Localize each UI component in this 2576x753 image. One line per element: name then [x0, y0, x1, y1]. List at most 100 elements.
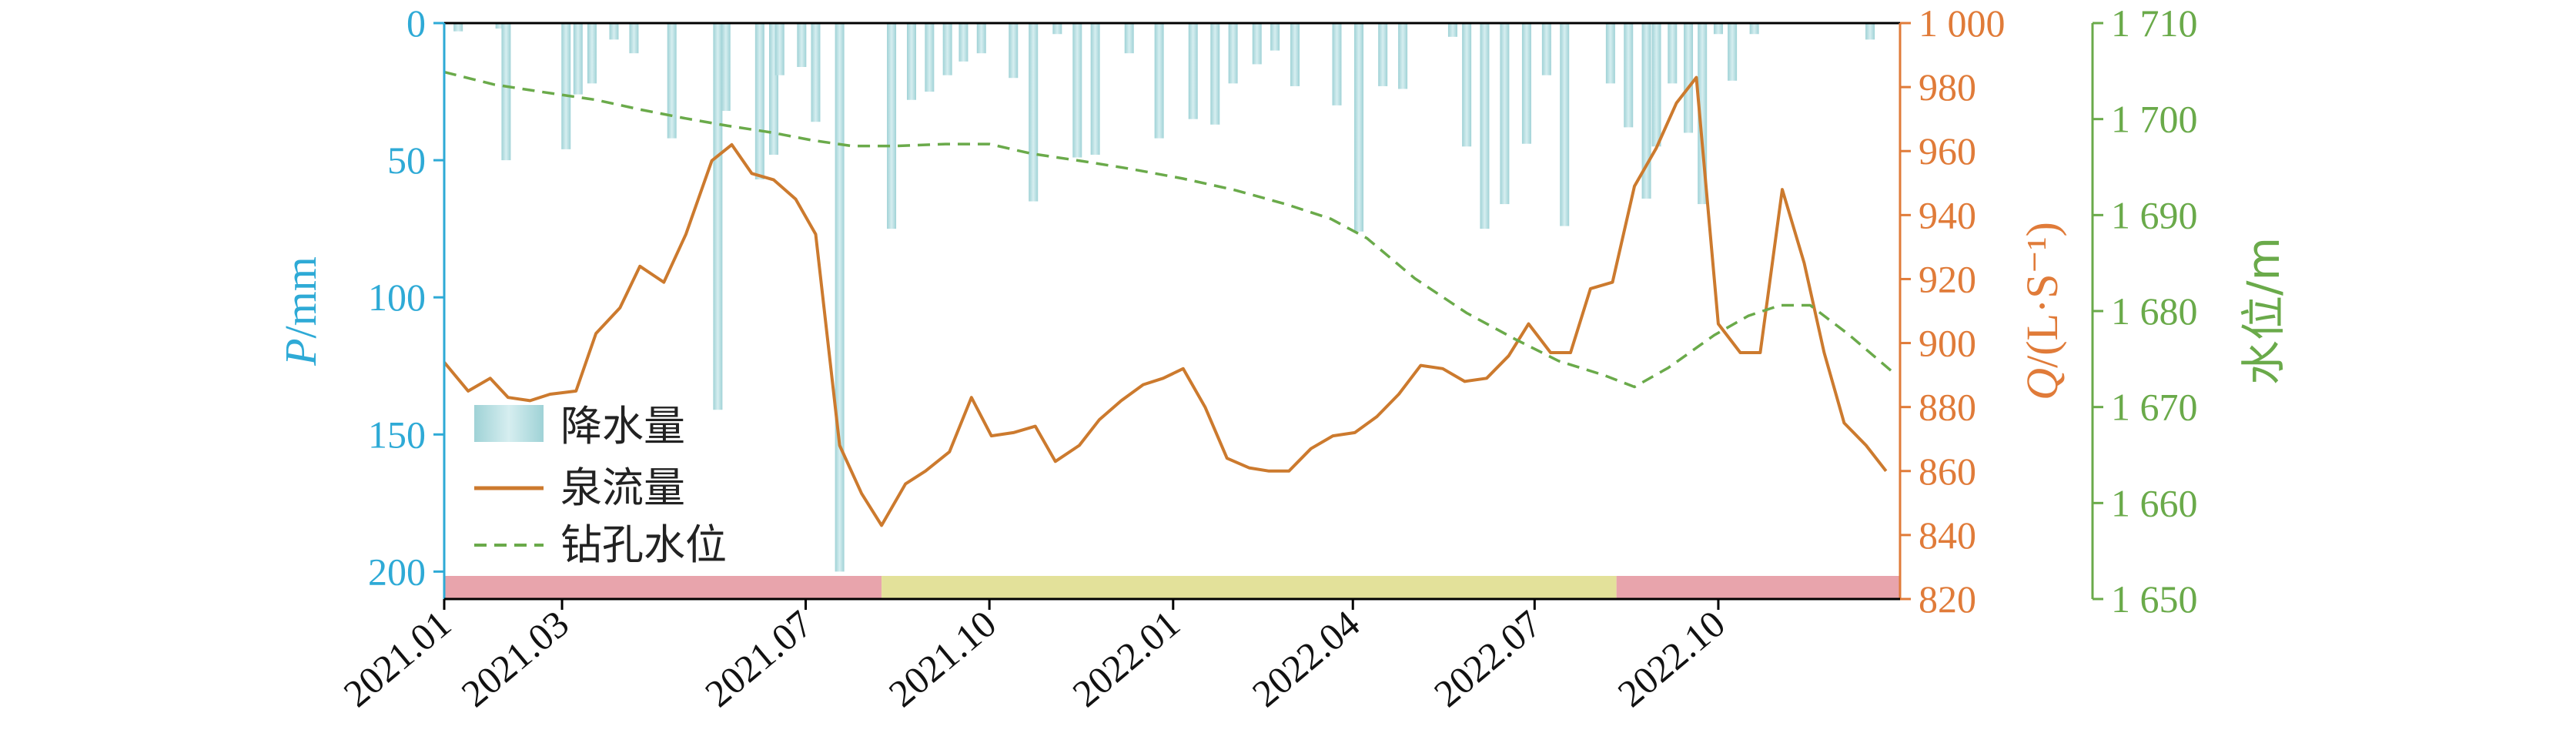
precip-bar-1	[495, 23, 505, 29]
precip-bar-50	[1651, 23, 1661, 147]
level-axis-title: 水位/m	[2237, 237, 2290, 385]
precip-tick-label-0: 0	[406, 2, 426, 45]
flow-tick-label-8: 980	[1919, 65, 1976, 109]
flow-axis-title-italic: Q	[2017, 368, 2067, 400]
precip-bar-42	[1480, 23, 1490, 229]
x-tick-label-1: 2021.03	[453, 602, 577, 715]
precip-bar-55	[1728, 23, 1738, 81]
precip-bar-29	[1154, 23, 1164, 139]
precip-bar-33	[1252, 23, 1262, 65]
precip-bar-19	[925, 23, 935, 92]
x-tick-label-5: 2022.04	[1244, 602, 1367, 715]
precip-bar-52	[1684, 23, 1694, 133]
flow-axis-title: Q/(L·S⁻¹)	[2017, 222, 2067, 400]
precip-bar-49	[1641, 23, 1651, 199]
level-tick-label-2: 1 670	[2111, 386, 2198, 429]
flow-tick-label-2: 860	[1919, 450, 1976, 493]
precip-bar-34	[1270, 23, 1280, 51]
precip-bar-16	[835, 23, 845, 572]
precip-tick-label-2: 100	[368, 276, 426, 319]
flow-axis: 820 840 860 880 900 920 940 960 980 1 000	[1900, 2, 2006, 621]
precip-bar-45	[1541, 23, 1551, 75]
precip-bar-43	[1500, 23, 1510, 205]
precip-bar-46	[1560, 23, 1570, 226]
level-tick-label-6: 1 710	[2111, 2, 2198, 45]
precip-bar-57	[1865, 23, 1875, 40]
level-series-line	[443, 70, 1893, 389]
precip-bar-22	[976, 23, 986, 54]
x-tick-label-0: 2021.01	[336, 602, 459, 715]
level-tick-label-5: 1 700	[2111, 98, 2198, 141]
precip-bars	[453, 23, 1875, 572]
flow-tick-label-6: 940	[1919, 193, 1976, 236]
period-band	[444, 576, 1900, 599]
flow-tick-label-0: 820	[1919, 577, 1976, 621]
precip-bar-38	[1378, 23, 1388, 86]
precip-bar-30	[1188, 23, 1198, 119]
level-tick-label-4: 1 690	[2111, 193, 2198, 236]
precip-bar-25	[1052, 23, 1062, 35]
precip-bar-24	[1029, 23, 1039, 202]
flow-line-layer	[443, 75, 1888, 527]
precip-bar-11	[754, 23, 764, 180]
precip-bar-28	[1124, 23, 1134, 54]
flow-tick-label-7: 960	[1919, 129, 1976, 172]
precip-bar-5	[587, 23, 597, 84]
precip-bar-14	[797, 23, 807, 67]
flow-tick-label-4: 900	[1919, 322, 1976, 365]
x-tick-label-7: 2022.10	[1610, 602, 1733, 715]
precip-bar-48	[1624, 23, 1634, 128]
legend-precip-label: 降水量	[560, 402, 685, 450]
flow-tick-label-5: 920	[1919, 257, 1976, 300]
precip-bar-13	[774, 23, 785, 75]
precip-axis-title-italic: P	[276, 338, 326, 366]
precip-bar-9	[713, 23, 723, 410]
flow-tick-label-1: 840	[1919, 514, 1976, 557]
precip-axis: 0 50 100 150 200	[368, 2, 444, 593]
period-band-segment-1	[882, 576, 1617, 599]
precip-bar-10	[721, 23, 731, 111]
legend-precip-swatch	[474, 405, 544, 442]
precip-bar-6	[609, 23, 619, 40]
precip-tick-label-3: 150	[368, 413, 426, 456]
precip-bar-39	[1398, 23, 1408, 89]
level-axis: 1 650 1 660 1 670 1 680 1 690 1 700 1 710	[2093, 2, 2198, 621]
precip-tick-label-1: 50	[387, 139, 426, 182]
period-band-segment-2	[1616, 576, 1900, 599]
precip-bar-37	[1354, 23, 1364, 232]
level-tick-label-1: 1 660	[2111, 481, 2198, 524]
precip-axis-title: P/mm	[276, 256, 326, 366]
flow-axis-title-unit: /(L·S⁻¹)	[2017, 222, 2067, 368]
precip-bar-21	[958, 23, 969, 62]
precip-tick-label-4: 200	[368, 550, 426, 593]
x-tick-label-3: 2021.10	[881, 602, 1004, 715]
precip-bar-31	[1210, 23, 1220, 125]
precip-bar-4	[573, 23, 583, 95]
precip-bar-2	[501, 23, 511, 161]
precip-bar-3	[561, 23, 571, 149]
legend: 降水量 泉流量 钻孔水位	[474, 402, 727, 569]
precip-bar-26	[1072, 23, 1082, 158]
flow-series-line	[443, 75, 1888, 527]
x-tick-label-4: 2022.01	[1064, 602, 1187, 715]
level-tick-label-3: 1 680	[2111, 289, 2198, 333]
precip-bar-40	[1447, 23, 1457, 37]
precip-bar-20	[942, 23, 952, 75]
precip-bar-32	[1228, 23, 1238, 84]
precip-bar-54	[1713, 23, 1723, 35]
precip-bar-47	[1605, 23, 1615, 84]
precip-bar-7	[629, 23, 639, 54]
precip-bar-56	[1749, 23, 1759, 35]
flow-tick-label-9: 1 000	[1919, 2, 2006, 45]
precip-bar-15	[811, 23, 821, 122]
precip-bar-0	[453, 23, 463, 32]
period-band-segment-0	[444, 576, 882, 599]
precip-bar-27	[1090, 23, 1100, 155]
precip-bar-41	[1462, 23, 1472, 147]
precip-bar-17	[887, 23, 897, 229]
precip-bar-36	[1332, 23, 1342, 105]
x-tick-label-2: 2021.07	[697, 602, 820, 715]
legend-level-label: 钻孔水位	[560, 520, 727, 569]
